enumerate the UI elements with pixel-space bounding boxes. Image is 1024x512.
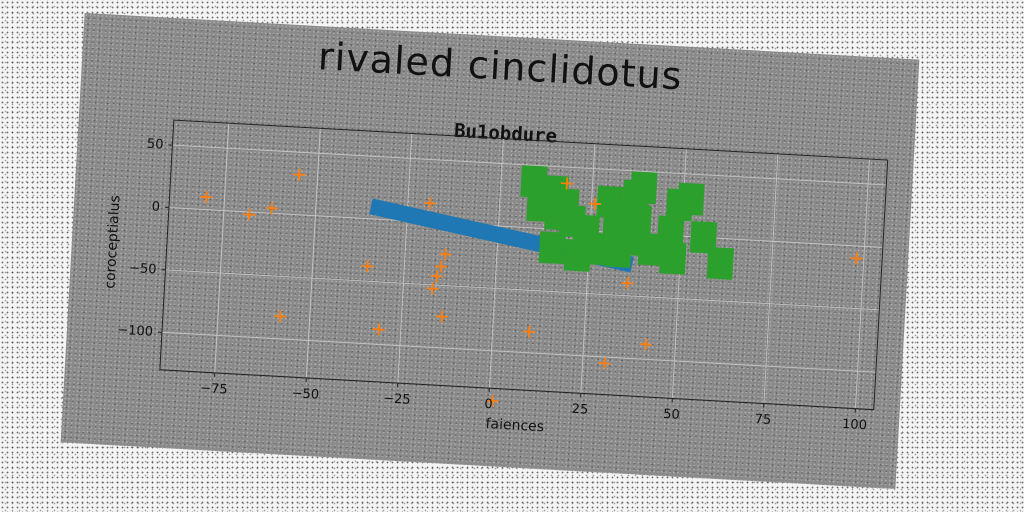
grid-line-x	[763, 153, 779, 404]
plus-marker	[435, 260, 448, 273]
plus-marker-v	[603, 357, 606, 370]
plus-marker	[293, 168, 306, 181]
plus-marker	[274, 310, 287, 323]
plus-marker	[361, 260, 374, 273]
x-tick-label: 25	[571, 402, 588, 418]
square-point	[544, 197, 572, 231]
square-point	[616, 223, 644, 256]
grid-line-x	[488, 138, 504, 389]
plus-marker	[560, 177, 573, 190]
square-point	[563, 238, 592, 272]
plus-marker-v	[435, 270, 439, 283]
square-point	[520, 165, 548, 199]
plus-marker	[589, 197, 602, 210]
plus-marker-v	[527, 325, 531, 338]
x-tick-label: 50	[663, 407, 680, 423]
x-tick-label: 0	[484, 397, 493, 412]
plus-marker-v	[248, 208, 251, 221]
plus-marker-v	[377, 323, 381, 336]
x-tick-labels: −75 −50 −25 0 25 50 75 100	[200, 372, 868, 433]
plus-marker-v	[644, 338, 648, 351]
grid-line-y	[161, 331, 876, 373]
x-tick-label: −50	[291, 386, 319, 403]
plus-marker	[426, 282, 439, 295]
square-point	[596, 185, 624, 219]
grid-line-y	[172, 144, 887, 186]
plus-marker-v	[270, 202, 273, 215]
square-point	[538, 231, 566, 265]
plus-marker	[243, 208, 256, 221]
square-point	[656, 215, 685, 249]
plus-marker	[486, 394, 499, 407]
plus-marker-v	[593, 197, 597, 210]
y-tick-label: −100	[117, 323, 154, 340]
y-tick-labels: 50 0 −50 −100	[117, 137, 173, 340]
plus-marker-v	[440, 310, 444, 323]
square-point	[706, 246, 735, 280]
y-tick-label: 0	[151, 200, 160, 215]
x-axis-label: faiences	[485, 416, 544, 435]
grid-line-x	[305, 128, 321, 378]
plus-marker	[200, 191, 213, 204]
plus-marker	[523, 325, 536, 338]
grid-line-y	[168, 207, 883, 248]
plus-marker-v	[298, 168, 301, 181]
x-tick-label: −25	[383, 391, 411, 408]
plus-marker-v	[491, 394, 494, 407]
plus-marker	[265, 202, 278, 215]
plus-marker-v	[428, 197, 432, 210]
y-axis-label: coroceptialus	[102, 195, 123, 289]
plus-marker-v	[565, 177, 569, 190]
plus-marker-v	[439, 260, 443, 273]
y-tick-label: −50	[129, 261, 157, 278]
plus-marker-v	[855, 252, 858, 265]
plus-marker	[372, 323, 385, 336]
plus-marker-v	[626, 277, 629, 290]
plus-marker-v	[444, 248, 447, 261]
plus-marker	[439, 248, 452, 261]
chart-subtitle: Bu1obdure	[454, 120, 558, 148]
plus-marker	[430, 270, 443, 283]
plus-marker-v	[366, 260, 369, 273]
grid-line-x	[214, 123, 230, 373]
plus-marker-v	[205, 191, 208, 204]
grid-line-x	[397, 133, 413, 384]
square-point	[677, 182, 705, 216]
square-series	[520, 165, 735, 280]
plus-marker	[435, 310, 448, 323]
plus-marker	[850, 252, 863, 265]
plus-marker	[423, 197, 436, 210]
plus-marker	[621, 277, 634, 290]
chart-card: rivaled cinclidotus Bu1obdure −75 −50 −25 0…	[60, 13, 920, 489]
chart-svg: Bu1obdure −75 −50 −25 0 25 50 75 100 50 0 −50 −100…	[102, 119, 889, 435]
plus-marker	[639, 338, 653, 351]
plus-marker-v	[431, 282, 434, 295]
plot-frame	[159, 119, 889, 411]
x-tick-label: −75	[200, 381, 228, 398]
square-point	[630, 171, 658, 205]
square-point	[689, 220, 718, 254]
marker-series	[200, 168, 863, 407]
y-tick-label: 50	[146, 137, 163, 153]
grid-line-y	[165, 269, 880, 311]
plus-marker-v	[279, 310, 282, 323]
x-tick-label: 100	[842, 417, 868, 433]
x-tick-label: 75	[754, 412, 771, 428]
grid-lines	[161, 123, 887, 409]
plus-marker	[598, 357, 611, 370]
grid-line-x	[855, 159, 870, 409]
square-point	[659, 241, 687, 275]
